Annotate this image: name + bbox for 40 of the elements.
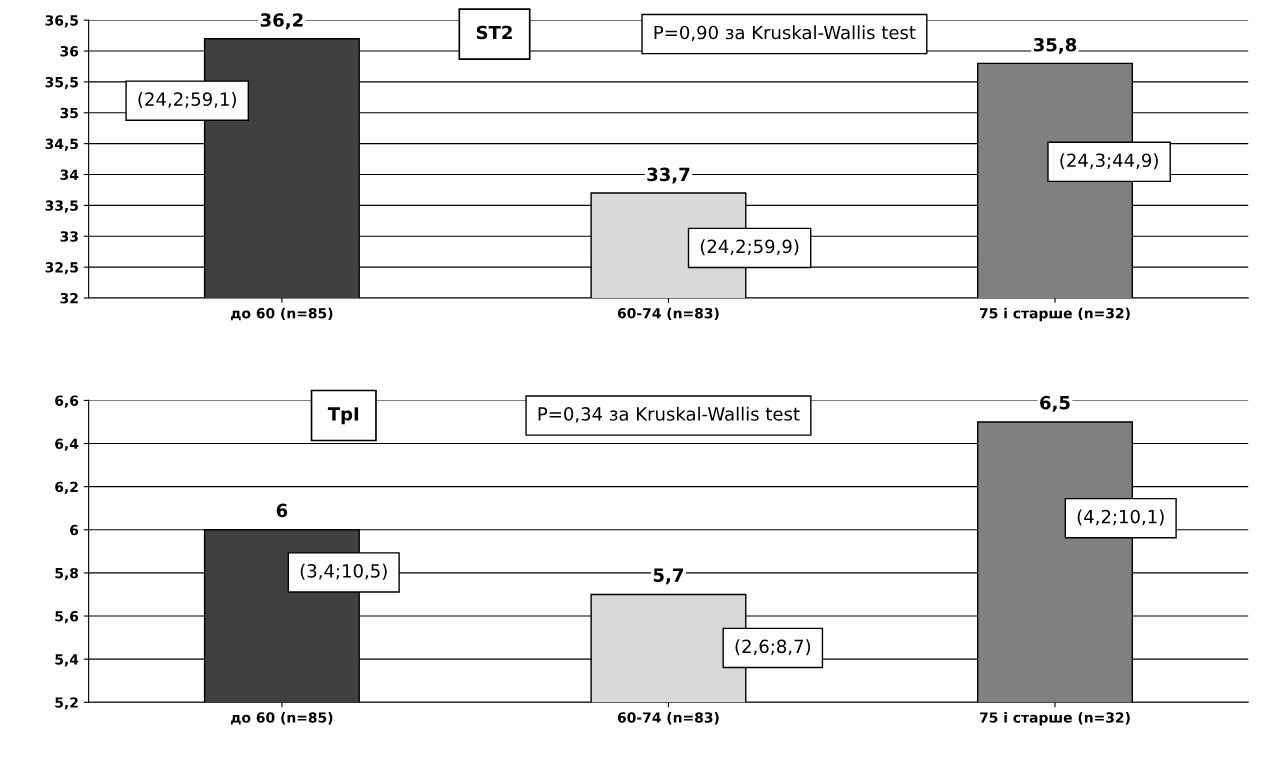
data-label: 35,8 (1033, 37, 1077, 54)
y-tick-label: 5,6 (55, 611, 79, 624)
data-label: 5,7 (653, 568, 683, 585)
annotation: (24,2;59,1) (138, 92, 236, 109)
x-tick-label: до 60 (n=85) (231, 307, 333, 321)
y-tick-label: 32,5 (45, 262, 78, 275)
data-label: 6,5 (1040, 395, 1070, 412)
annotation: P=0,90 за Kruskal-Wallis test (654, 25, 916, 42)
data-label: 33,7 (647, 167, 690, 184)
y-tick-label: 32 (60, 292, 78, 304)
y-tick-label: 5,4 (55, 654, 79, 667)
y-tick-label: 6,4 (55, 438, 79, 451)
y-tick-label: 6,2 (55, 481, 78, 494)
chart-title: TpI (327, 407, 359, 425)
y-tick-label: 35,5 (45, 76, 78, 90)
x-tick-label: 60-74 (n=83) (617, 307, 719, 321)
data-label: 6 (276, 503, 288, 518)
x-tick-label: 60-74 (n=83) (617, 712, 719, 725)
y-tick-label: 36,5 (45, 15, 78, 28)
annotation: (3,4;10,5) (300, 563, 387, 580)
y-tick-label: 33 (60, 231, 78, 242)
chart-title: ST2 (476, 25, 512, 40)
y-tick-label: 6,6 (55, 395, 79, 408)
y-tick-label: 36 (60, 46, 79, 57)
data-label: 36,2 (260, 13, 303, 30)
y-tick-label: 34,5 (45, 138, 78, 151)
y-tick-label: 33,5 (45, 200, 78, 213)
annotation: (4,2;10,1) (1077, 509, 1164, 526)
y-tick-label: 35 (60, 107, 78, 119)
y-tick-label: 34 (60, 169, 79, 180)
x-tick-label: до 60 (n=85) (231, 712, 333, 725)
y-tick-label: 5,8 (55, 567, 79, 581)
x-tick-label: 75 і старше (n=32) (979, 712, 1130, 726)
annotation: P=0,34 за Kruskal-Wallis test (538, 406, 800, 423)
annotation: (24,3;44,9) (1060, 153, 1158, 170)
annotation: (2,6;8,7) (735, 639, 811, 656)
annotation: (24,2;59,9) (700, 239, 799, 256)
y-tick-label: 5,2 (55, 697, 78, 710)
x-tick-label: 75 і старше (n=32) (979, 307, 1130, 322)
y-tick-label: 6 (70, 524, 79, 536)
